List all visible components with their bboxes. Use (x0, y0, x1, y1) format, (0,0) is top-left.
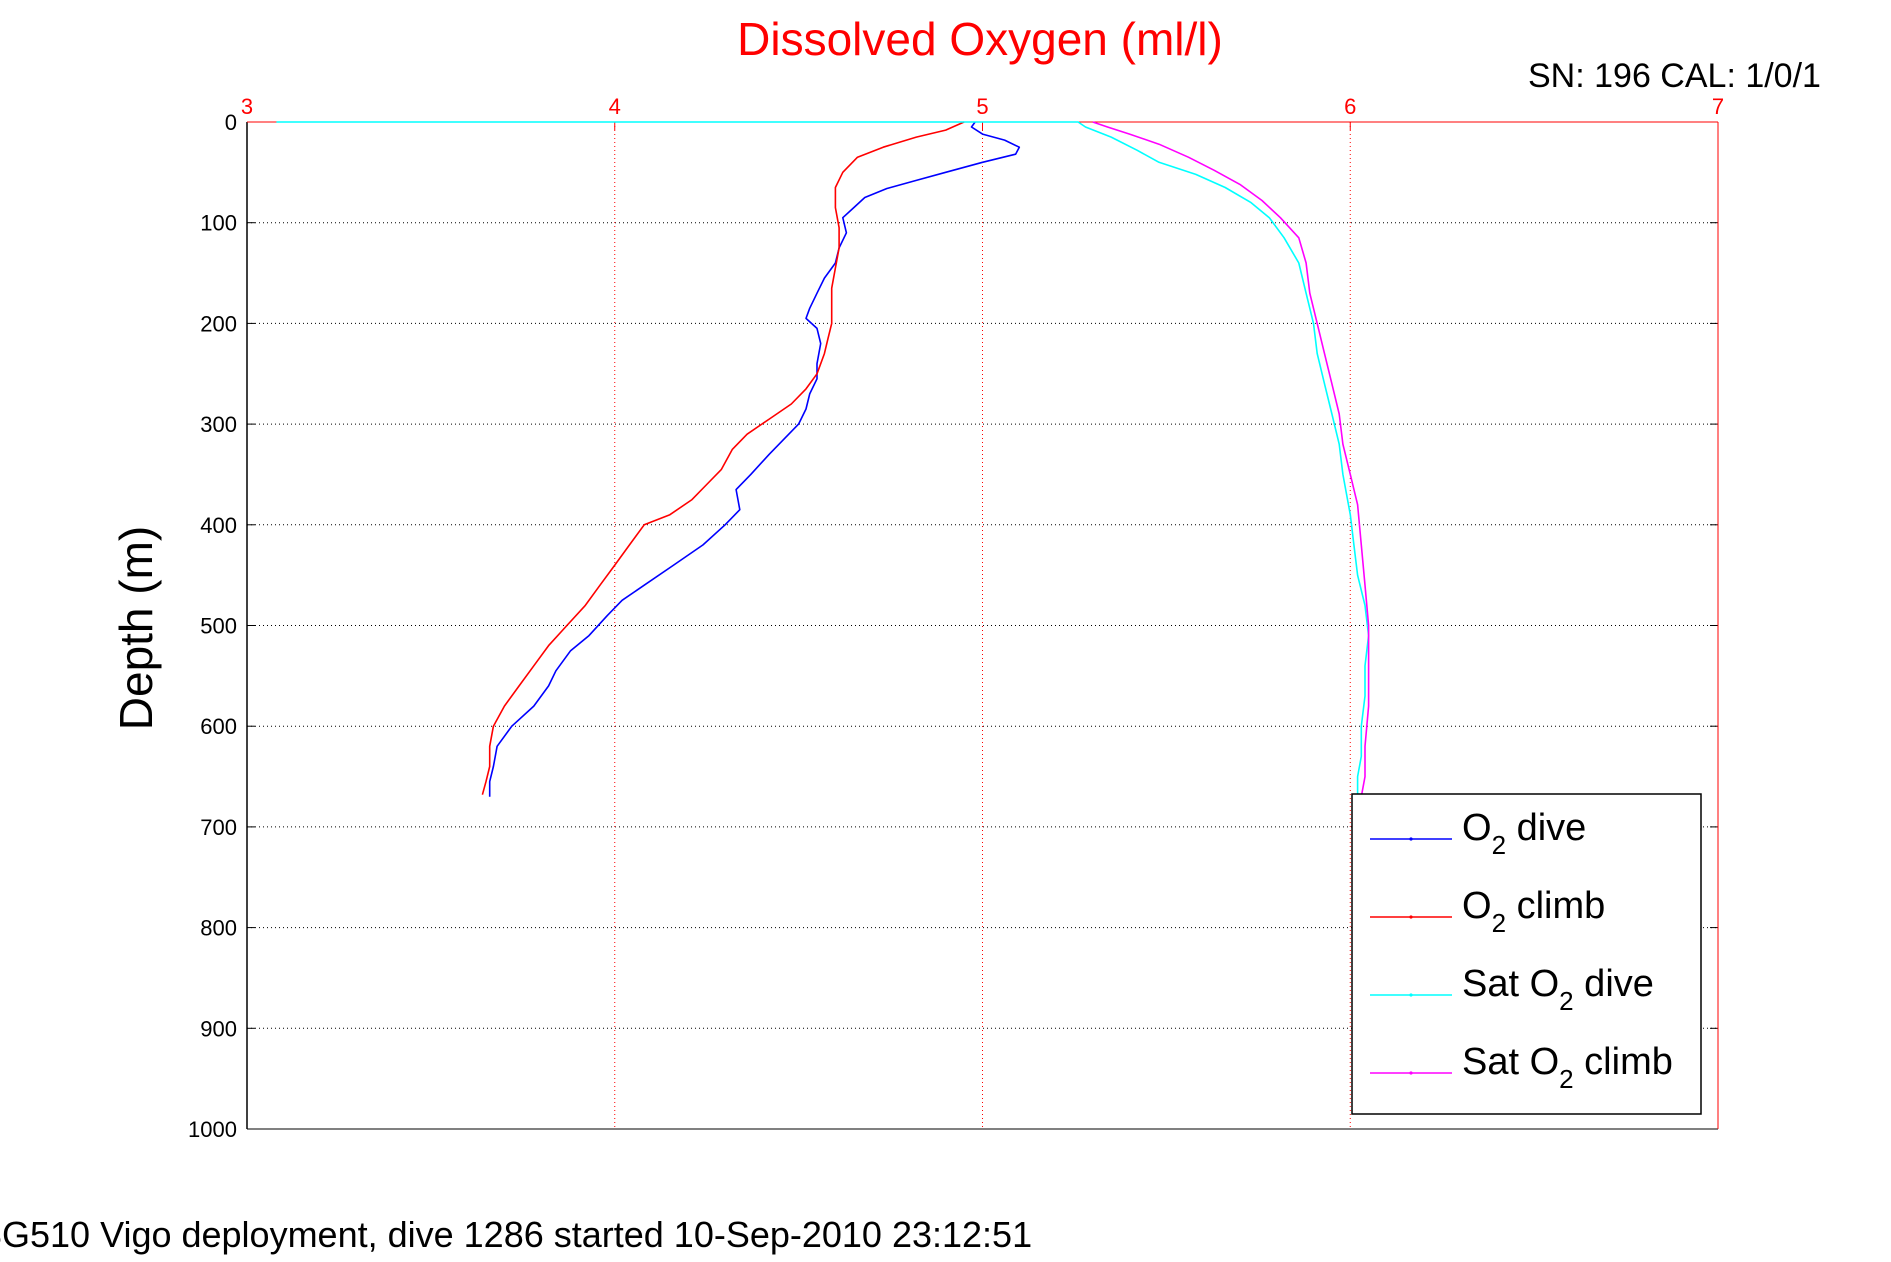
dive-info-footer: SG510 Vigo deployment, dive 1286 started… (0, 1214, 1032, 1255)
y-tick-label: 300 (200, 412, 237, 437)
y-tick-label: 400 (200, 513, 237, 538)
y-tick-label: 200 (200, 311, 237, 336)
y-tick-label: 700 (200, 815, 237, 840)
y-tick-label: 100 (200, 211, 237, 236)
x-tick-label: 4 (609, 94, 621, 119)
series-line-o2-climb (481, 121, 965, 795)
x-tick-label: 6 (1344, 94, 1356, 119)
y-tick-label: 1000 (188, 1117, 237, 1142)
y-tick-label: 800 (200, 916, 237, 941)
legend-marker (1409, 915, 1413, 919)
y-tick-label: 600 (200, 714, 237, 739)
legend-box (1351, 793, 1702, 1115)
legend-label: Sat O2 climb (1462, 1041, 1673, 1094)
series-line-sat-o2-climb (1092, 121, 1370, 797)
y-tick-label: 0 (225, 110, 237, 135)
y-tick-label: 900 (200, 1016, 237, 1041)
y-axis-label: Depth (m) (110, 526, 162, 730)
y-tick-label: 500 (200, 614, 237, 639)
legend-label: Sat O2 dive (1462, 963, 1654, 1016)
series-line-sat-o2-dive (276, 121, 1370, 797)
x-tick-label: 3 (241, 94, 253, 119)
legend-label: O2 dive (1462, 807, 1586, 860)
chart-title: Dissolved Oxygen (ml/l) (737, 13, 1223, 65)
series-line-o2-dive (488, 121, 1021, 797)
x-tick-label: 5 (976, 94, 988, 119)
plot-area: 0 100 200 300 400 500 600 700 800 900 1000 3 4 5 6 7 O2 … (188, 94, 1724, 1142)
x-tick-label: 7 (1712, 94, 1724, 119)
legend-marker (1409, 837, 1413, 841)
legend-label: O2 climb (1462, 885, 1605, 938)
legend-marker (1409, 993, 1413, 997)
legend-marker (1409, 1071, 1413, 1075)
serial-calibration-label: SN: 196 CAL: 1/0/1 (1528, 57, 1821, 95)
